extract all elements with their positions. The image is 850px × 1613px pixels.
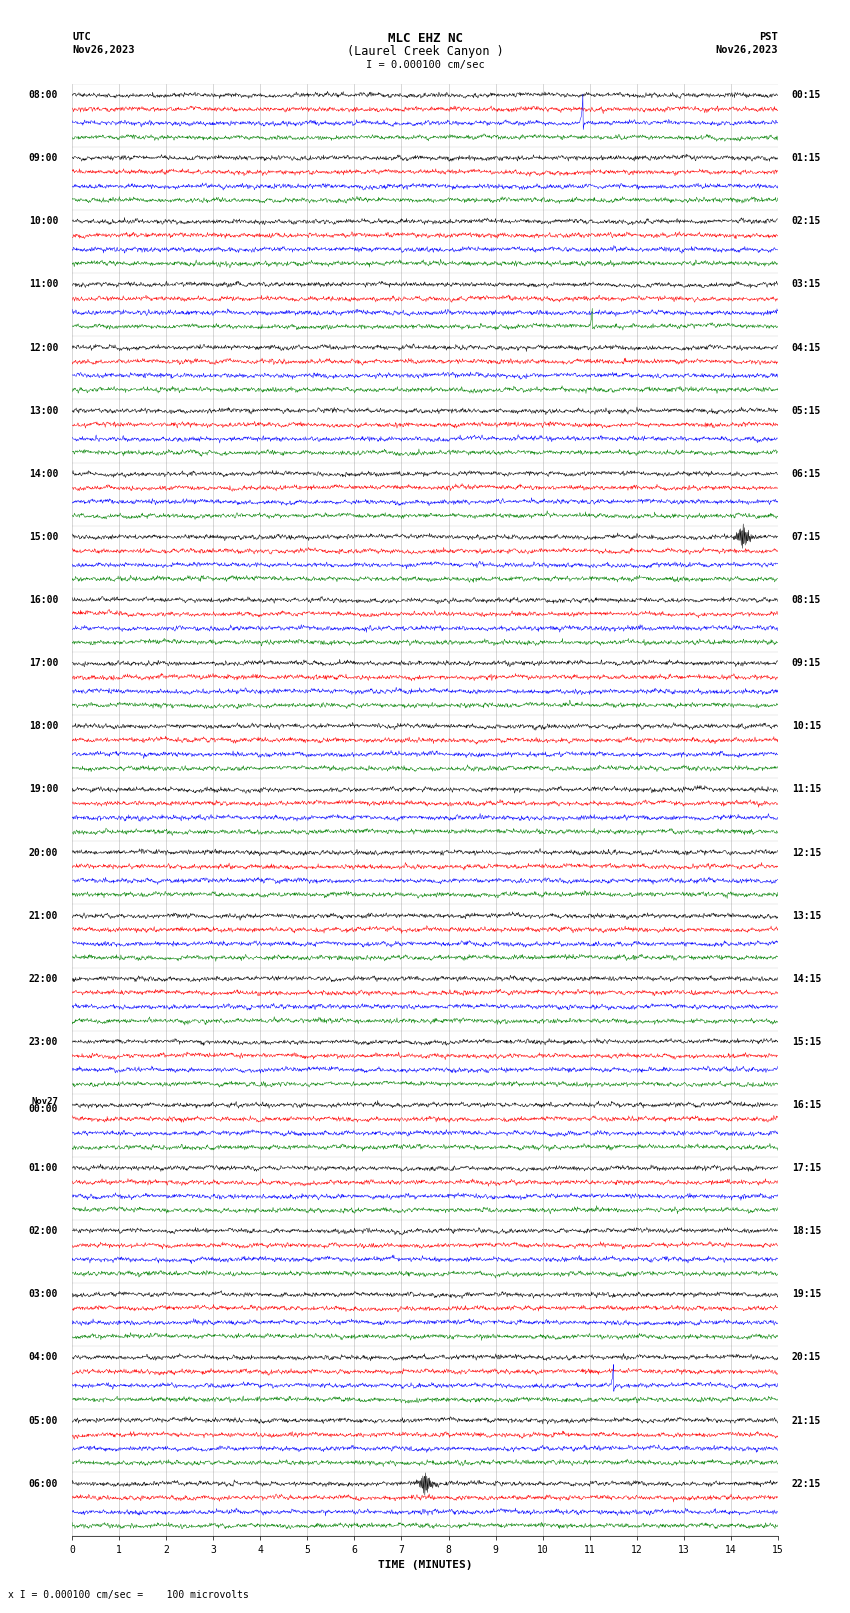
Text: 04:15: 04:15 (792, 342, 821, 353)
Text: 10:00: 10:00 (29, 216, 58, 226)
Text: 06:15: 06:15 (792, 469, 821, 479)
Text: 06:00: 06:00 (29, 1479, 58, 1489)
Text: 07:15: 07:15 (792, 532, 821, 542)
Text: 02:15: 02:15 (792, 216, 821, 226)
Text: 00:00: 00:00 (29, 1103, 58, 1113)
Text: 01:15: 01:15 (792, 153, 821, 163)
Text: 22:00: 22:00 (29, 974, 58, 984)
Text: 21:15: 21:15 (792, 1416, 821, 1426)
Text: 21:00: 21:00 (29, 911, 58, 921)
Text: 23:00: 23:00 (29, 1037, 58, 1047)
Text: 08:15: 08:15 (792, 595, 821, 605)
Text: 20:15: 20:15 (792, 1352, 821, 1363)
Text: 14:15: 14:15 (792, 974, 821, 984)
Text: 20:00: 20:00 (29, 847, 58, 858)
Text: 13:00: 13:00 (29, 406, 58, 416)
Text: 05:00: 05:00 (29, 1416, 58, 1426)
Text: 15:00: 15:00 (29, 532, 58, 542)
Text: 11:15: 11:15 (792, 784, 821, 794)
Text: 14:00: 14:00 (29, 469, 58, 479)
Text: 12:00: 12:00 (29, 342, 58, 353)
Text: 11:00: 11:00 (29, 279, 58, 289)
Text: x I = 0.000100 cm/sec =    100 microvolts: x I = 0.000100 cm/sec = 100 microvolts (8, 1590, 249, 1600)
Text: 17:00: 17:00 (29, 658, 58, 668)
Text: 08:00: 08:00 (29, 90, 58, 100)
Text: 09:00: 09:00 (29, 153, 58, 163)
Text: 00:15: 00:15 (792, 90, 821, 100)
Text: 02:00: 02:00 (29, 1226, 58, 1236)
Text: MLC EHZ NC: MLC EHZ NC (388, 32, 462, 45)
Text: I = 0.000100 cm/sec: I = 0.000100 cm/sec (366, 60, 484, 69)
Text: Nov26,2023: Nov26,2023 (72, 45, 135, 55)
Text: 13:15: 13:15 (792, 911, 821, 921)
Text: Nov27: Nov27 (31, 1097, 58, 1105)
Text: 03:15: 03:15 (792, 279, 821, 289)
Text: 19:00: 19:00 (29, 784, 58, 794)
Text: 03:00: 03:00 (29, 1289, 58, 1300)
Text: 19:15: 19:15 (792, 1289, 821, 1300)
Text: 17:15: 17:15 (792, 1163, 821, 1173)
X-axis label: TIME (MINUTES): TIME (MINUTES) (377, 1560, 473, 1569)
Text: 04:00: 04:00 (29, 1352, 58, 1363)
Text: (Laurel Creek Canyon ): (Laurel Creek Canyon ) (347, 45, 503, 58)
Text: 22:15: 22:15 (792, 1479, 821, 1489)
Text: 18:15: 18:15 (792, 1226, 821, 1236)
Text: Nov26,2023: Nov26,2023 (715, 45, 778, 55)
Text: 18:00: 18:00 (29, 721, 58, 731)
Text: 12:15: 12:15 (792, 847, 821, 858)
Text: 09:15: 09:15 (792, 658, 821, 668)
Text: 15:15: 15:15 (792, 1037, 821, 1047)
Text: PST: PST (759, 32, 778, 42)
Text: 05:15: 05:15 (792, 406, 821, 416)
Text: 01:00: 01:00 (29, 1163, 58, 1173)
Text: UTC: UTC (72, 32, 91, 42)
Text: 16:00: 16:00 (29, 595, 58, 605)
Text: 10:15: 10:15 (792, 721, 821, 731)
Text: 16:15: 16:15 (792, 1100, 821, 1110)
